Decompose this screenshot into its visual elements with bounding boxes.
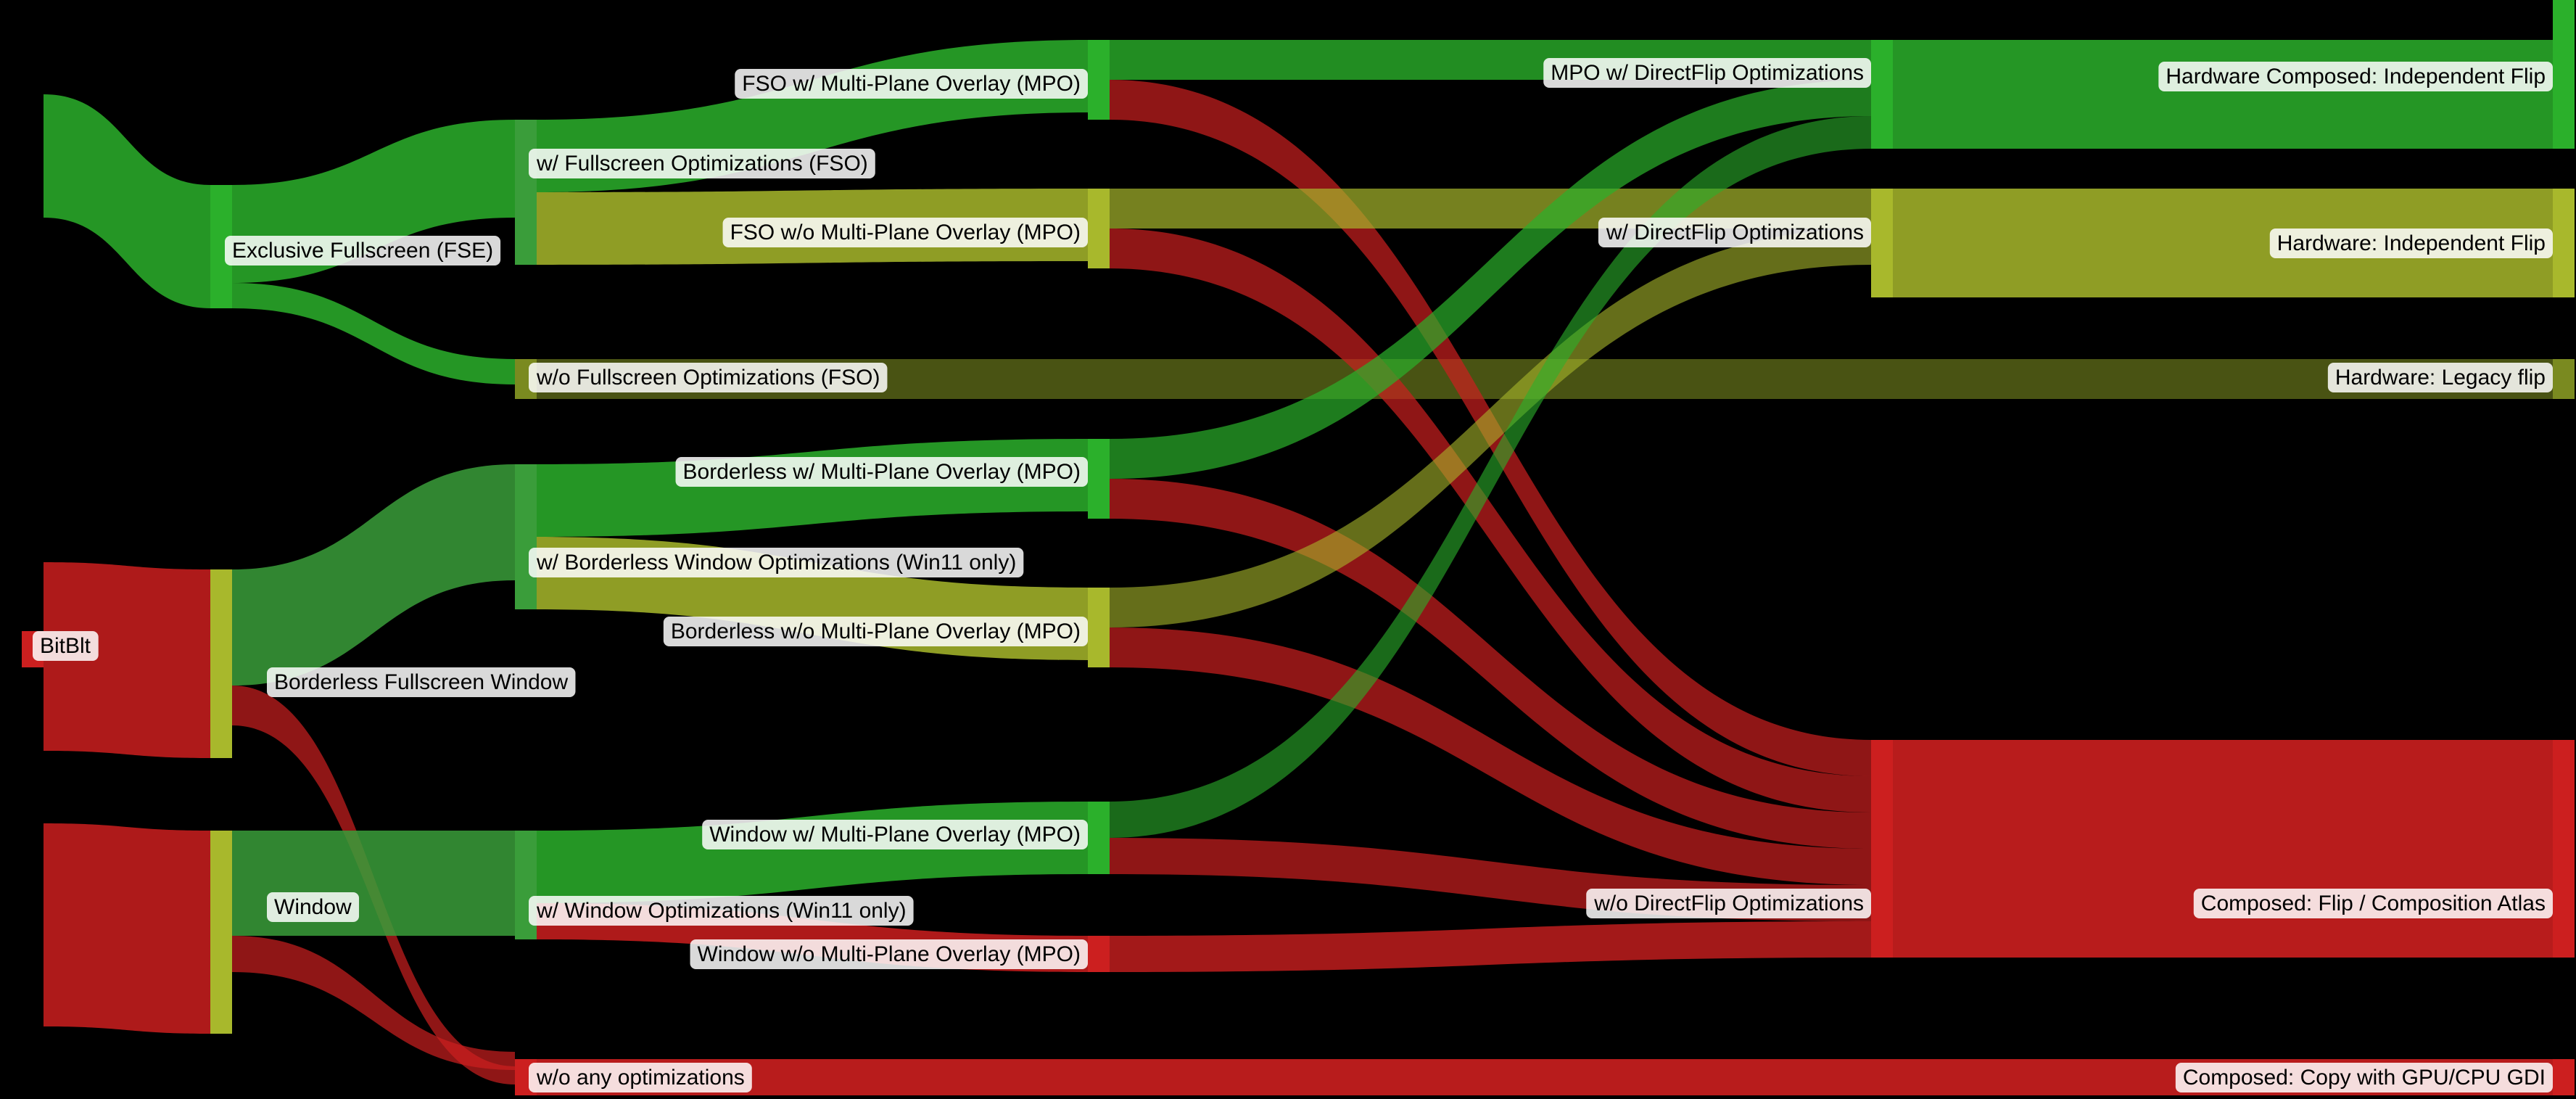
node-w_mpo bbox=[1088, 802, 1110, 874]
label-woany: w/o any optimizations bbox=[536, 1066, 745, 1090]
node-w_nompo bbox=[1088, 936, 1110, 972]
label-fso_nompo: FSO w/o Multi-Plane Overlay (MPO) bbox=[730, 221, 1081, 244]
node-cfca bbox=[2553, 740, 2575, 958]
label-hcif: Hardware Composed: Independent Flip bbox=[2166, 65, 2546, 89]
label-fso_mpo: FSO w/ Multi-Plane Overlay (MPO) bbox=[742, 72, 1081, 96]
label-hif: Hardware: Independent Flip bbox=[2277, 231, 2546, 255]
label-w_mpo: Window w/ Multi-Plane Overlay (MPO) bbox=[709, 823, 1081, 847]
label-w_nompo: Window w/o Multi-Plane Overlay (MPO) bbox=[698, 942, 1081, 966]
label-wodf: w/o DirectFlip Optimizations bbox=[1593, 892, 1864, 915]
label-bfw: Borderless Fullscreen Window bbox=[274, 670, 568, 694]
node-hif bbox=[2553, 189, 2575, 297]
node-bl_mpo bbox=[1088, 439, 1110, 519]
sankey-diagram: BitBlt Exclusive Fullscreen (FSE) Borderle… bbox=[0, 0, 2576, 1099]
link-mpo_df-hcif bbox=[1893, 40, 2553, 149]
label-wbwo: w/ Borderless Window Optimizations (Win1… bbox=[536, 551, 1016, 575]
node-fso_mpo bbox=[1088, 40, 1110, 120]
label-wwo: w/ Window Optimizations (Win11 only) bbox=[536, 899, 907, 923]
label-wdf: w/ DirectFlip Optimizations bbox=[1606, 221, 1864, 244]
node-bl_nompo bbox=[1088, 588, 1110, 667]
node-hlf bbox=[2553, 359, 2575, 399]
label-win: Window bbox=[274, 895, 352, 919]
label-mpo_df: MPO w/ DirectFlip Optimizations bbox=[1551, 61, 1864, 85]
label-bitblt: BitBlt bbox=[40, 634, 91, 658]
node-wbwo bbox=[515, 464, 537, 609]
node-cgdi bbox=[2553, 1059, 2575, 1095]
label-cgdi: Composed: Copy with GPU/CPU GDI bbox=[2183, 1066, 2546, 1090]
node-bfw bbox=[210, 569, 232, 758]
label-wfso: w/ Fullscreen Optimizations (FSO) bbox=[536, 152, 868, 176]
label-hlf: Hardware: Legacy flip bbox=[2335, 366, 2546, 390]
node-hcif bbox=[2553, 0, 2575, 149]
node-wodf bbox=[1871, 740, 1893, 958]
node-win bbox=[210, 831, 232, 1034]
label-fse: Exclusive Fullscreen (FSE) bbox=[232, 239, 493, 263]
node-wdf bbox=[1871, 189, 1893, 297]
link-wodf-cfca bbox=[1893, 740, 2553, 958]
label-cfca: Composed: Flip / Composition Atlas bbox=[2201, 892, 2546, 915]
node-mpo_df bbox=[1871, 40, 1893, 149]
label-wofso: w/o Fullscreen Optimizations (FSO) bbox=[536, 366, 880, 390]
node-wfso bbox=[515, 120, 537, 265]
node-fso_nompo bbox=[1088, 189, 1110, 268]
label-bl_mpo: Borderless w/ Multi-Plane Overlay (MPO) bbox=[683, 460, 1081, 484]
link-bitblt-win bbox=[44, 823, 210, 1034]
label-bl_nompo: Borderless w/o Multi-Plane Overlay (MPO) bbox=[671, 620, 1081, 643]
